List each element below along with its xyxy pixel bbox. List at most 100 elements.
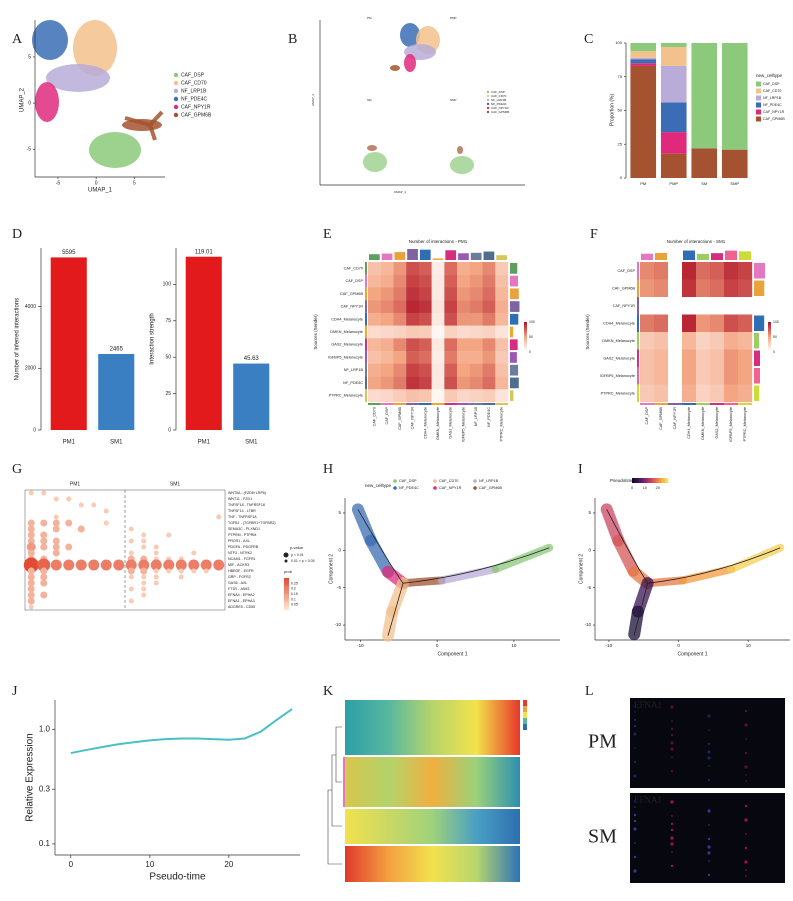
heatmap-cell (738, 314, 753, 333)
colorbar (524, 349, 527, 351)
colorbar (637, 478, 640, 483)
legend-swatch (173, 72, 179, 78)
dot (163, 559, 175, 571)
dot (27, 519, 35, 527)
pair-label: SEMA3C - PLXND1 (228, 527, 260, 531)
y-tick-label: 100 (615, 40, 622, 45)
column-total (369, 254, 380, 260)
y-tick-label: -10 (584, 622, 591, 627)
image-speck (670, 864, 674, 868)
dot (78, 502, 84, 508)
cell-trail (382, 605, 399, 642)
column-label: GAS2_Melanocyte (715, 407, 719, 439)
image-speck (708, 729, 710, 731)
y-tick-label: 0 (588, 548, 591, 553)
x-axis-label: UMAP_1 (88, 188, 113, 194)
colorbar (284, 600, 289, 603)
dot (27, 567, 35, 575)
colorbar-tick: 50 (773, 335, 777, 339)
heatmap-cell (380, 312, 394, 326)
dot (27, 537, 35, 545)
pair-label: PROS1 - AXL (228, 539, 250, 543)
y-tick-label: 50 (618, 108, 623, 113)
heatmap-cell (444, 312, 458, 326)
col-color (444, 403, 458, 405)
y-tick-label: -10 (334, 622, 341, 627)
column-total (445, 250, 457, 260)
heatmap-cell (696, 314, 711, 333)
bar-segment (630, 57, 657, 60)
dot (128, 574, 134, 580)
heatmap-cell (444, 389, 458, 403)
heatmap-cell (654, 314, 669, 333)
pair-label: NCAM1 - FGFR1 (228, 557, 256, 561)
dot (128, 526, 134, 532)
legend-swatch (756, 102, 761, 108)
heatmap-cell (482, 338, 496, 352)
trajectory-line (357, 509, 550, 636)
dot (52, 549, 60, 557)
dot (216, 514, 222, 520)
image-speck (707, 750, 711, 754)
y-tick-label: 75 (165, 318, 171, 324)
heatmap-cell (682, 279, 697, 298)
bar-segment (630, 43, 657, 52)
row-label: CAF_CD70 (344, 266, 363, 270)
heatmap-cell (495, 376, 509, 390)
x-tick-label: SMP (730, 181, 739, 186)
heatmap-cell (457, 338, 471, 352)
pair-label: NTF3 - NTRK2 (228, 551, 252, 555)
cell-cluster (404, 54, 416, 72)
dot (26, 542, 36, 552)
colorbar (768, 350, 771, 353)
heatmap-cell (431, 312, 445, 326)
bar-segment (660, 43, 687, 48)
dot (27, 549, 35, 557)
legend-label: CAF_DSP (181, 72, 205, 78)
dot (153, 544, 159, 550)
heatmap-cell (393, 287, 407, 301)
heatmap-cell (696, 279, 711, 298)
heatmap-cell (431, 351, 445, 365)
colorbar (639, 478, 642, 483)
legend-label: NF_PDE4C (399, 486, 419, 490)
heatmap-cell (482, 389, 496, 403)
colorbar (523, 718, 527, 724)
cell-cluster (124, 110, 164, 141)
colorbar (768, 334, 771, 336)
legend-swatch (433, 479, 437, 483)
dot (40, 591, 48, 599)
colorbar-tick: 20 (656, 486, 660, 490)
heatmap-cell (482, 363, 496, 377)
heatmap-cell (696, 332, 711, 350)
colorbar (524, 325, 527, 327)
heatmap-cell (654, 367, 669, 385)
heatmap-cell (696, 349, 711, 368)
x-tick-label: 10 (746, 643, 752, 648)
colorbar (659, 478, 661, 483)
image-speck (634, 800, 636, 802)
dot (128, 550, 134, 556)
image-speck (633, 855, 637, 859)
panel-letter: H (323, 462, 333, 477)
heatmap-cell (406, 363, 420, 377)
pair-label: TNFSF14 - LTBR (228, 509, 256, 513)
colorbar (768, 340, 771, 342)
pair-label: WNT5A - (FZD6+LRP6) (228, 491, 266, 495)
column-label: PTPRC_Melanocyte (743, 407, 747, 441)
colorbar (633, 478, 636, 483)
colorbar (768, 338, 771, 341)
row-color (365, 262, 367, 275)
panel-letter: I (578, 462, 583, 477)
heatmap-cell (696, 384, 711, 403)
heatmap-cell (393, 262, 407, 275)
dot (40, 579, 48, 587)
bar-segment (721, 149, 748, 178)
heatmap-block (345, 846, 520, 882)
heatmap-cell (444, 338, 458, 352)
heatmap-cell (640, 297, 655, 315)
heatmap-cell (457, 325, 471, 339)
dot (27, 591, 35, 599)
panel-letter: K (323, 684, 333, 699)
heatmap-cell (368, 376, 381, 390)
